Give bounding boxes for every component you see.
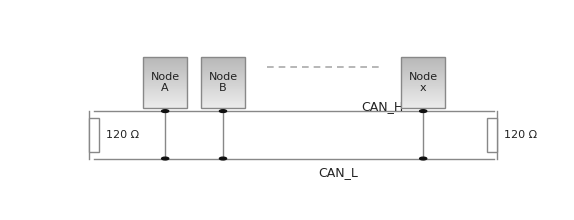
Circle shape bbox=[219, 110, 227, 112]
Circle shape bbox=[420, 110, 426, 112]
Text: 120 Ω: 120 Ω bbox=[504, 130, 537, 140]
Circle shape bbox=[219, 157, 227, 160]
Text: Node
x: Node x bbox=[409, 72, 438, 93]
Circle shape bbox=[420, 157, 426, 160]
Text: Node
B: Node B bbox=[208, 72, 238, 93]
Text: 120 Ω: 120 Ω bbox=[106, 130, 139, 140]
Circle shape bbox=[162, 110, 169, 112]
FancyBboxPatch shape bbox=[487, 118, 497, 152]
Text: CAN_H: CAN_H bbox=[361, 100, 403, 113]
FancyBboxPatch shape bbox=[89, 118, 99, 152]
Circle shape bbox=[162, 157, 169, 160]
Text: CAN_L: CAN_L bbox=[319, 167, 359, 180]
Text: Node
A: Node A bbox=[150, 72, 180, 93]
